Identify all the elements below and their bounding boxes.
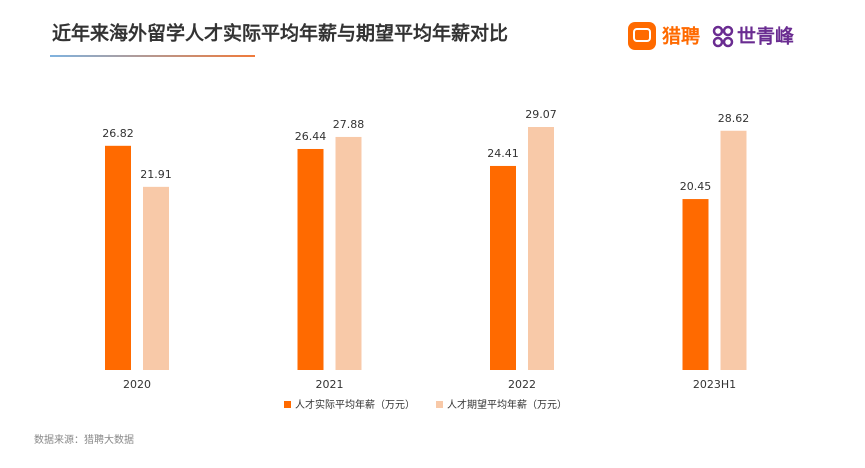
legend-label: 人才实际平均年薪（万元） [295,398,415,411]
bar [335,136,362,370]
bar [297,148,324,370]
chart-title: 近年来海外留学人才实际平均年薪与期望平均年薪对比 [52,22,508,45]
logo-text: 世青峰 [737,25,795,48]
logo-icon-2 [712,25,734,48]
bar [105,145,131,370]
title-underline [50,55,255,57]
logo-text: 猎聘 [662,25,700,48]
data-label: 28.62 [718,112,750,125]
legend-swatch [436,401,443,408]
bar [720,130,747,370]
legend-swatch [284,401,291,408]
data-label: 21.91 [140,168,172,181]
data-label: 26.44 [295,130,327,143]
data-label: 27.88 [333,118,365,131]
bar [528,127,554,370]
data-label: 20.45 [680,180,712,193]
bar [490,165,516,370]
bar [682,199,709,370]
x-tick-label: 2023H1 [693,378,736,391]
x-tick-label: 2020 [123,378,151,391]
data-label: 26.82 [102,127,134,140]
bar [143,186,169,370]
logo-icon-mark [633,28,651,42]
data-label: 29.07 [525,108,557,121]
data-label: 24.41 [487,147,519,160]
x-tick-label: 2021 [316,378,344,391]
legend-label: 人才期望平均年薪（万元） [447,398,567,411]
source-note: 数据来源：猎聘大数据 [34,433,134,446]
x-tick-label: 2022 [508,378,536,391]
logo-icon [628,22,656,50]
